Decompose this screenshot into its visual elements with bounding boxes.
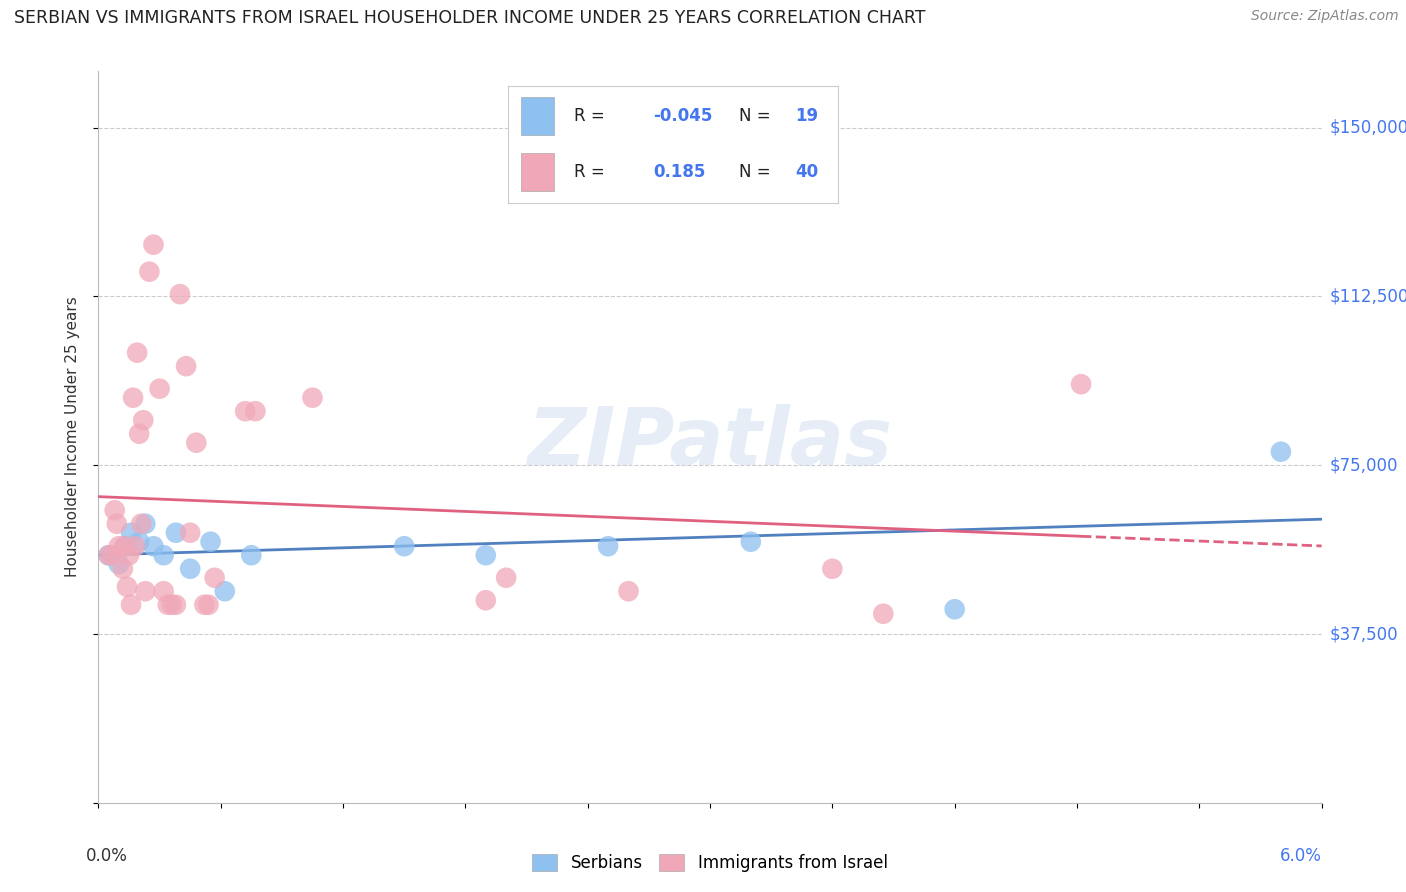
Y-axis label: Householder Income Under 25 years: Householder Income Under 25 years (65, 297, 80, 577)
Point (474, 593, 498, 607)
Point (740, 534, 762, 549)
Point (142, 539, 165, 553)
Point (596, 539, 619, 553)
Point (118, 548, 141, 562)
Point (179, 562, 201, 576)
Point (186, 435, 208, 450)
Point (122, 391, 145, 405)
Point (160, 598, 183, 612)
Point (197, 598, 219, 612)
Point (240, 548, 263, 562)
Point (142, 237, 165, 252)
Point (120, 598, 142, 612)
Point (165, 598, 187, 612)
Point (233, 404, 256, 418)
Text: 0.0%: 0.0% (86, 847, 128, 864)
Point (114, 539, 136, 553)
Point (108, 539, 131, 553)
Point (97, 548, 120, 562)
Point (174, 359, 197, 374)
Point (134, 584, 156, 599)
Point (127, 345, 149, 359)
Point (152, 584, 174, 599)
Point (149, 382, 172, 396)
Point (200, 534, 222, 549)
Point (152, 548, 174, 562)
Point (474, 548, 498, 562)
Point (193, 598, 215, 612)
Point (128, 534, 150, 549)
Point (128, 426, 150, 441)
Point (108, 558, 131, 572)
Point (245, 404, 267, 418)
Text: $150,000: $150,000 (1330, 119, 1406, 136)
Point (165, 525, 187, 540)
Point (301, 391, 323, 405)
Point (169, 287, 191, 301)
Point (156, 598, 179, 612)
Point (105, 516, 128, 531)
Text: Source: ZipAtlas.com: Source: ZipAtlas.com (1251, 9, 1399, 23)
Point (132, 413, 155, 427)
Point (138, 265, 160, 279)
Text: 6.0%: 6.0% (1279, 847, 1322, 864)
Point (134, 516, 156, 531)
Point (111, 562, 134, 576)
Point (124, 539, 146, 553)
Point (179, 525, 201, 540)
Point (392, 539, 416, 553)
Point (1070, 377, 1092, 392)
Text: ZIPatlas: ZIPatlas (527, 404, 893, 482)
Point (1270, 444, 1292, 458)
Text: $112,500: $112,500 (1330, 287, 1406, 305)
Point (115, 580, 138, 594)
Point (214, 584, 236, 599)
Point (104, 503, 127, 517)
Point (97, 548, 120, 562)
Point (120, 525, 142, 540)
Point (495, 571, 517, 585)
Legend: Serbians, Immigrants from Israel: Serbians, Immigrants from Israel (526, 847, 894, 879)
Text: $75,000: $75,000 (1330, 456, 1399, 475)
Point (114, 539, 136, 553)
Point (204, 571, 226, 585)
Point (943, 602, 966, 616)
Text: SERBIAN VS IMMIGRANTS FROM ISRAEL HOUSEHOLDER INCOME UNDER 25 YEARS CORRELATION : SERBIAN VS IMMIGRANTS FROM ISRAEL HOUSEH… (14, 9, 925, 27)
Point (129, 516, 152, 531)
Point (101, 548, 124, 562)
Point (872, 607, 894, 621)
Point (821, 562, 844, 576)
Text: $37,500: $37,500 (1330, 625, 1399, 643)
Point (617, 584, 640, 599)
